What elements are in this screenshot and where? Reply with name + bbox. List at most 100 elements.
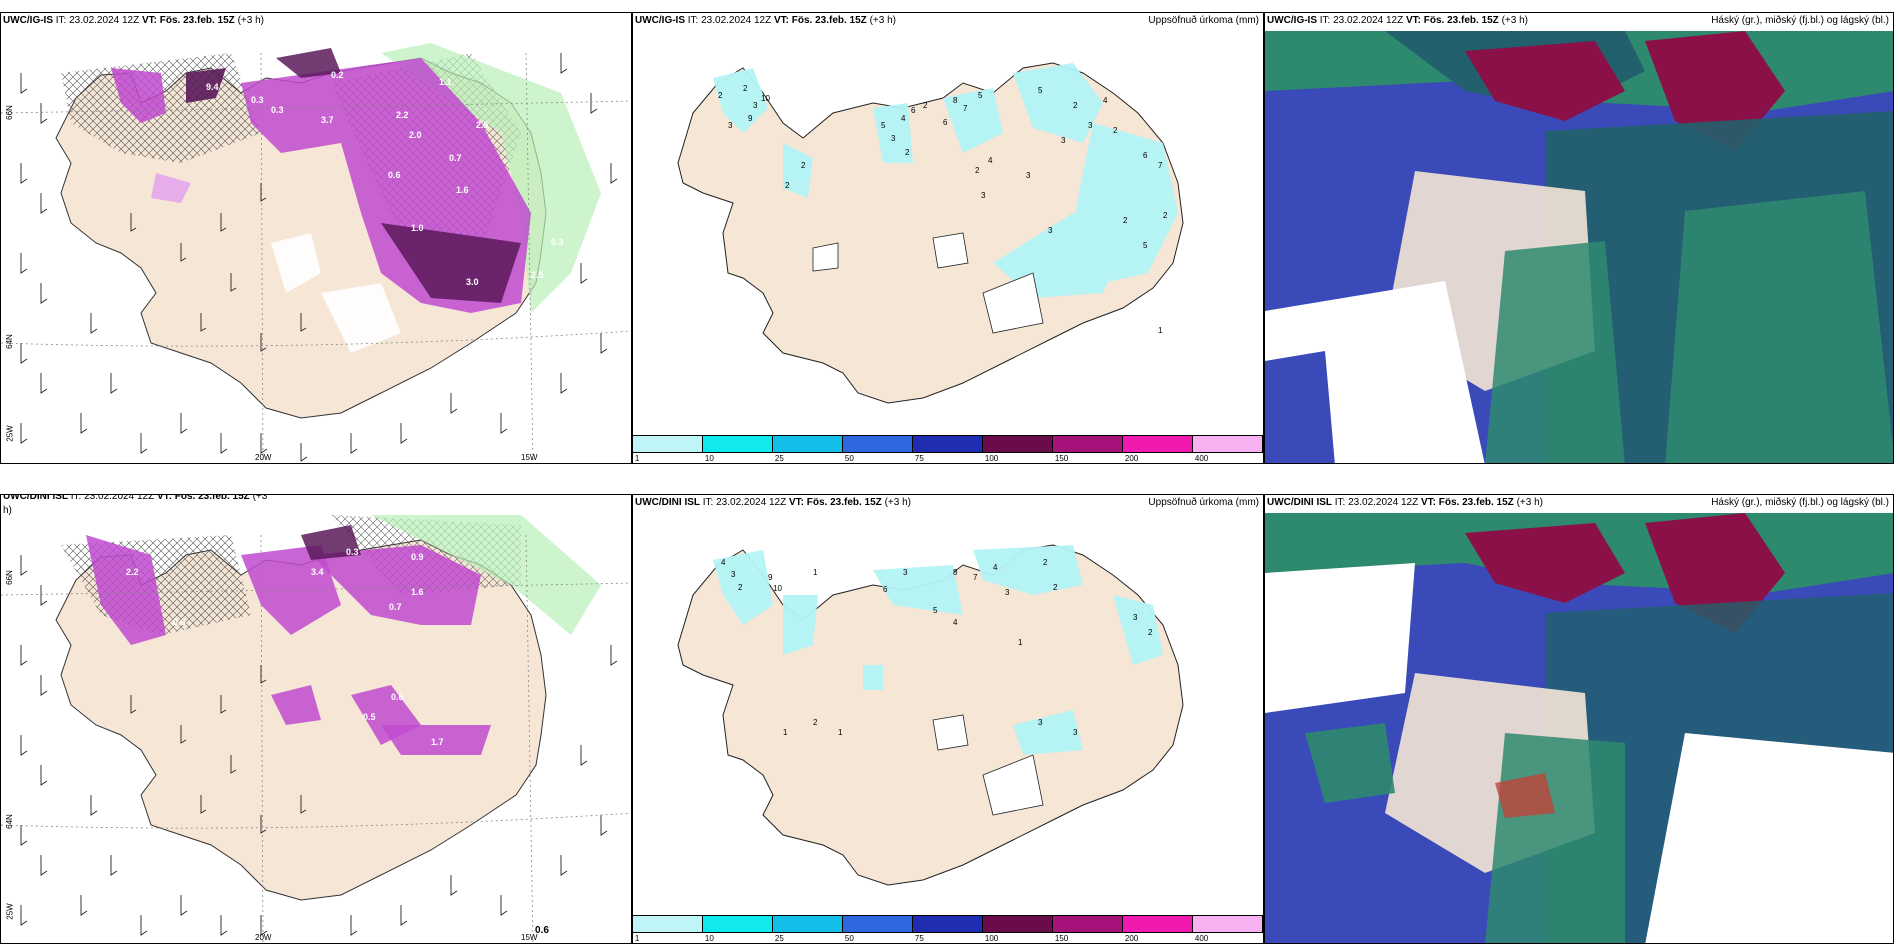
svg-text:2: 2 [923,101,928,110]
map-panel-bot-mid: UWC/DINI ISL IT: 23.02.2024 12Z VT: Fös.… [632,494,1264,944]
svg-text:7: 7 [973,573,978,582]
svg-text:2: 2 [718,91,723,100]
lat-label-66: 66N [4,105,14,120]
colorbar-swatch [633,436,703,452]
colorbar-label: 25 [774,934,784,943]
svg-text:7: 7 [1158,161,1163,170]
colorbar-swatch [843,916,913,932]
svg-text:0.6: 0.6 [391,692,404,702]
svg-text:3: 3 [1048,226,1053,235]
svg-text:6: 6 [1143,151,1148,160]
svg-text:3: 3 [981,191,986,200]
lat-label-64: 64N [4,334,14,349]
svg-text:2: 2 [743,84,748,93]
colorbar-label: 150 [1054,454,1069,463]
svg-text:1: 1 [1018,638,1023,647]
colorbar-label: 150 [1054,934,1069,943]
colorbar-label: 200 [1124,454,1139,463]
svg-text:2.2: 2.2 [396,110,409,120]
svg-text:3.7: 3.7 [321,115,334,125]
colorbar-label: 400 [1194,454,1209,463]
colorbar-label: 1 [634,454,640,463]
svg-text:3: 3 [1038,718,1043,727]
colorbar-swatch [843,436,913,452]
svg-text:2: 2 [1123,216,1128,225]
panel-title: UWC/IG-IS IT: 23.02.2024 12Z VT: Fös. 23… [635,15,1259,26]
svg-text:2: 2 [801,161,806,170]
svg-text:6: 6 [943,118,948,127]
svg-text:3: 3 [1026,171,1031,180]
svg-text:0.2: 0.2 [331,70,344,80]
lon-label-20: 20W [255,933,272,942]
precip-colorbar: 1 10 25 50 75 100 150 200 400 [633,435,1263,463]
corner-value: 0.6 [535,925,549,936]
svg-text:0.6: 0.6 [173,617,186,627]
svg-text:3: 3 [1088,121,1093,130]
colorbar-swatch [913,436,983,452]
iceland-precip-map: 2 3 2 3 9 10 2 2 5 3 4 6 2 2 6 7 5 8 2 4… [677,62,1184,404]
svg-text:2: 2 [905,148,910,157]
svg-text:1.6: 1.6 [456,185,469,195]
colorbar-label: 50 [844,454,854,463]
colorbar-swatch [1053,436,1123,452]
precip-value-labels: 2 3 2 3 9 10 2 2 5 3 4 6 2 2 6 7 5 8 2 4… [718,84,1168,335]
svg-text:3: 3 [1133,613,1138,622]
precip-colorbar: 1 10 25 50 75 100 150 200 400 [633,915,1263,943]
svg-text:0.9: 0.9 [411,552,424,562]
colorbar-label: 50 [844,934,854,943]
panel-title: UWC/IG-IS IT: 23.02.2024 12Z VT: Fös. 23… [3,15,264,26]
svg-text:1.1: 1.1 [439,77,452,87]
svg-text:2: 2 [813,718,818,727]
svg-text:3: 3 [1073,728,1078,737]
svg-text:6: 6 [883,585,888,594]
svg-text:8: 8 [953,568,958,577]
map-panel-top-right: UWC/IG-IS IT: 23.02.2024 12Z VT: Fös. 23… [1264,12,1894,464]
svg-text:1: 1 [783,728,788,737]
colorbar-label: 100 [984,934,999,943]
lon-label-15: 15W [521,453,538,462]
svg-text:0.3: 0.3 [251,95,264,105]
colorbar-label: 10 [704,454,714,463]
cloud-cover-map [1265,31,1893,463]
precip-value-labels: 1 4 3 2 9 10 6 3 8 7 4 3 2 2 1 3 2 5 4 3… [721,558,1153,737]
colorbar-label: 25 [774,454,784,463]
svg-text:1.7: 1.7 [431,737,444,747]
svg-text:7: 7 [963,104,968,113]
colorbar-swatch [773,436,843,452]
svg-text:2: 2 [1113,126,1118,135]
svg-text:3: 3 [731,570,736,579]
colorbar-label: 75 [914,454,924,463]
svg-text:1.0: 1.0 [411,223,424,233]
colorbar-swatch [1193,916,1263,932]
svg-text:2: 2 [738,583,743,592]
colorbar-swatch [1193,436,1263,452]
colorbar-swatch [983,916,1053,932]
svg-text:0.6: 0.6 [388,170,401,180]
svg-text:2: 2 [1053,583,1058,592]
svg-text:2.5: 2.5 [476,120,489,130]
colorbar-swatch [983,436,1053,452]
lon-label-20: 20W [255,453,272,462]
svg-text:2: 2 [975,166,980,175]
lon-label-25: 25W [5,903,15,920]
colorbar-label: 400 [1194,934,1209,943]
colorbar-swatch [633,916,703,932]
svg-text:1: 1 [813,568,818,577]
svg-text:0.3: 0.3 [271,105,284,115]
panel-title: UWC/DINI ISL IT: 23.02.2024 12Z VT: Fös.… [1267,497,1889,511]
lat-label-66: 66N [4,570,14,585]
svg-text:3: 3 [753,101,758,110]
svg-text:2: 2 [785,181,790,190]
wind-barbs [20,555,618,936]
svg-text:4: 4 [1103,96,1108,105]
colorbar-label: 1 [634,934,640,943]
iceland-snow-wind-map: 9.4 0.3 0.3 0.2 2.2 1.1 2.5 3.7 1.0 2.0 … [1,13,631,463]
wind-barbs [20,53,618,462]
svg-text:2.5: 2.5 [531,270,544,280]
colorbar-label: 200 [1124,934,1139,943]
colorbar-swatch [1053,916,1123,932]
iceland-landmass [677,62,1184,404]
map-panel-bot-left: UWC/DINI ISL IT: 23.02.2024 12Z VT: Fös.… [0,494,632,944]
snow-value-labels: 0.3 3.4 2.2 0.6 0.9 1.6 0.7 0.5 1.7 0.6 [126,547,444,747]
svg-text:10: 10 [773,584,782,593]
